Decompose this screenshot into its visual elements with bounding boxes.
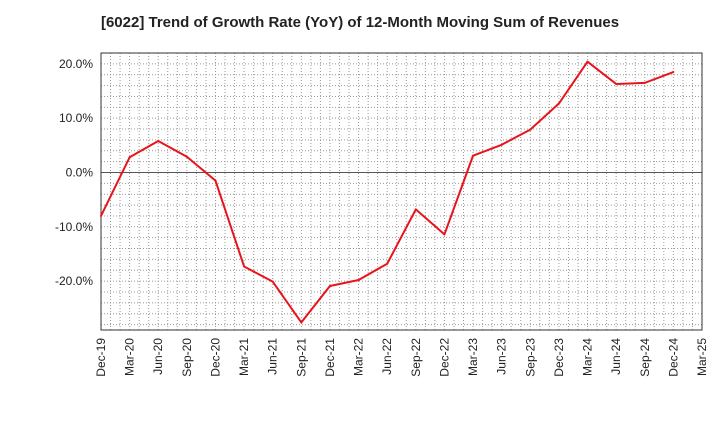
x-tick-label: Dec-20 [208,338,222,377]
series-line [100,60,674,324]
y-tick-label: 10.0% [59,111,93,125]
x-tick-label: Sep-20 [180,338,194,377]
data-point [185,155,188,158]
data-point [271,280,274,283]
x-tick-label: Sep-21 [294,338,308,377]
x-tick-label: Mar-23 [466,338,480,376]
x-tick-label: Mar-21 [237,338,251,376]
x-tick-label: Sep-24 [638,338,652,377]
x-tick-label: Mar-22 [352,338,366,376]
data-point [386,262,389,265]
x-tick-label: Mar-24 [581,338,595,376]
x-tick-label: Dec-24 [666,338,680,377]
plot-area-border [100,52,703,331]
data-point [243,265,246,268]
data-point [672,71,675,74]
chart-title: [6022] Trend of Growth Rate (YoY) of 12-… [100,14,620,31]
data-point [557,102,560,105]
data-point [443,233,446,236]
data-point [100,214,102,217]
data-point [357,279,360,282]
x-tick-label: Jun-22 [380,338,394,375]
data-point [214,179,217,182]
y-tick-label: -20.0% [55,274,93,288]
data-point [529,128,532,131]
data-point [300,321,303,324]
data-point [472,154,475,157]
data-point [615,82,618,85]
x-tick-label: Dec-19 [94,338,108,377]
y-tick-label: 0.0% [66,165,94,179]
x-tick-label: Jun-23 [495,338,509,375]
data-point [500,143,503,146]
x-tick-label: Dec-21 [323,338,337,377]
x-tick-label: Jun-21 [266,338,280,375]
x-tick-label: Sep-22 [409,338,423,377]
x-tick-label: Jun-20 [151,338,165,375]
x-tick-label: Sep-23 [523,338,537,377]
x-tick-label: Dec-22 [437,338,451,377]
data-point [328,285,331,288]
x-tick-label: Dec-23 [552,338,566,377]
x-tick-label: Mar-25 [695,338,709,376]
x-tick-label: Mar-20 [123,338,137,376]
y-tick-label: -10.0% [55,220,93,234]
data-point [157,139,160,142]
data-point [586,60,589,63]
data-point [643,81,646,84]
y-tick-label: 20.0% [59,57,93,71]
data-point [414,208,417,211]
data-point [128,156,131,159]
x-tick-label: Jun-24 [609,338,623,375]
